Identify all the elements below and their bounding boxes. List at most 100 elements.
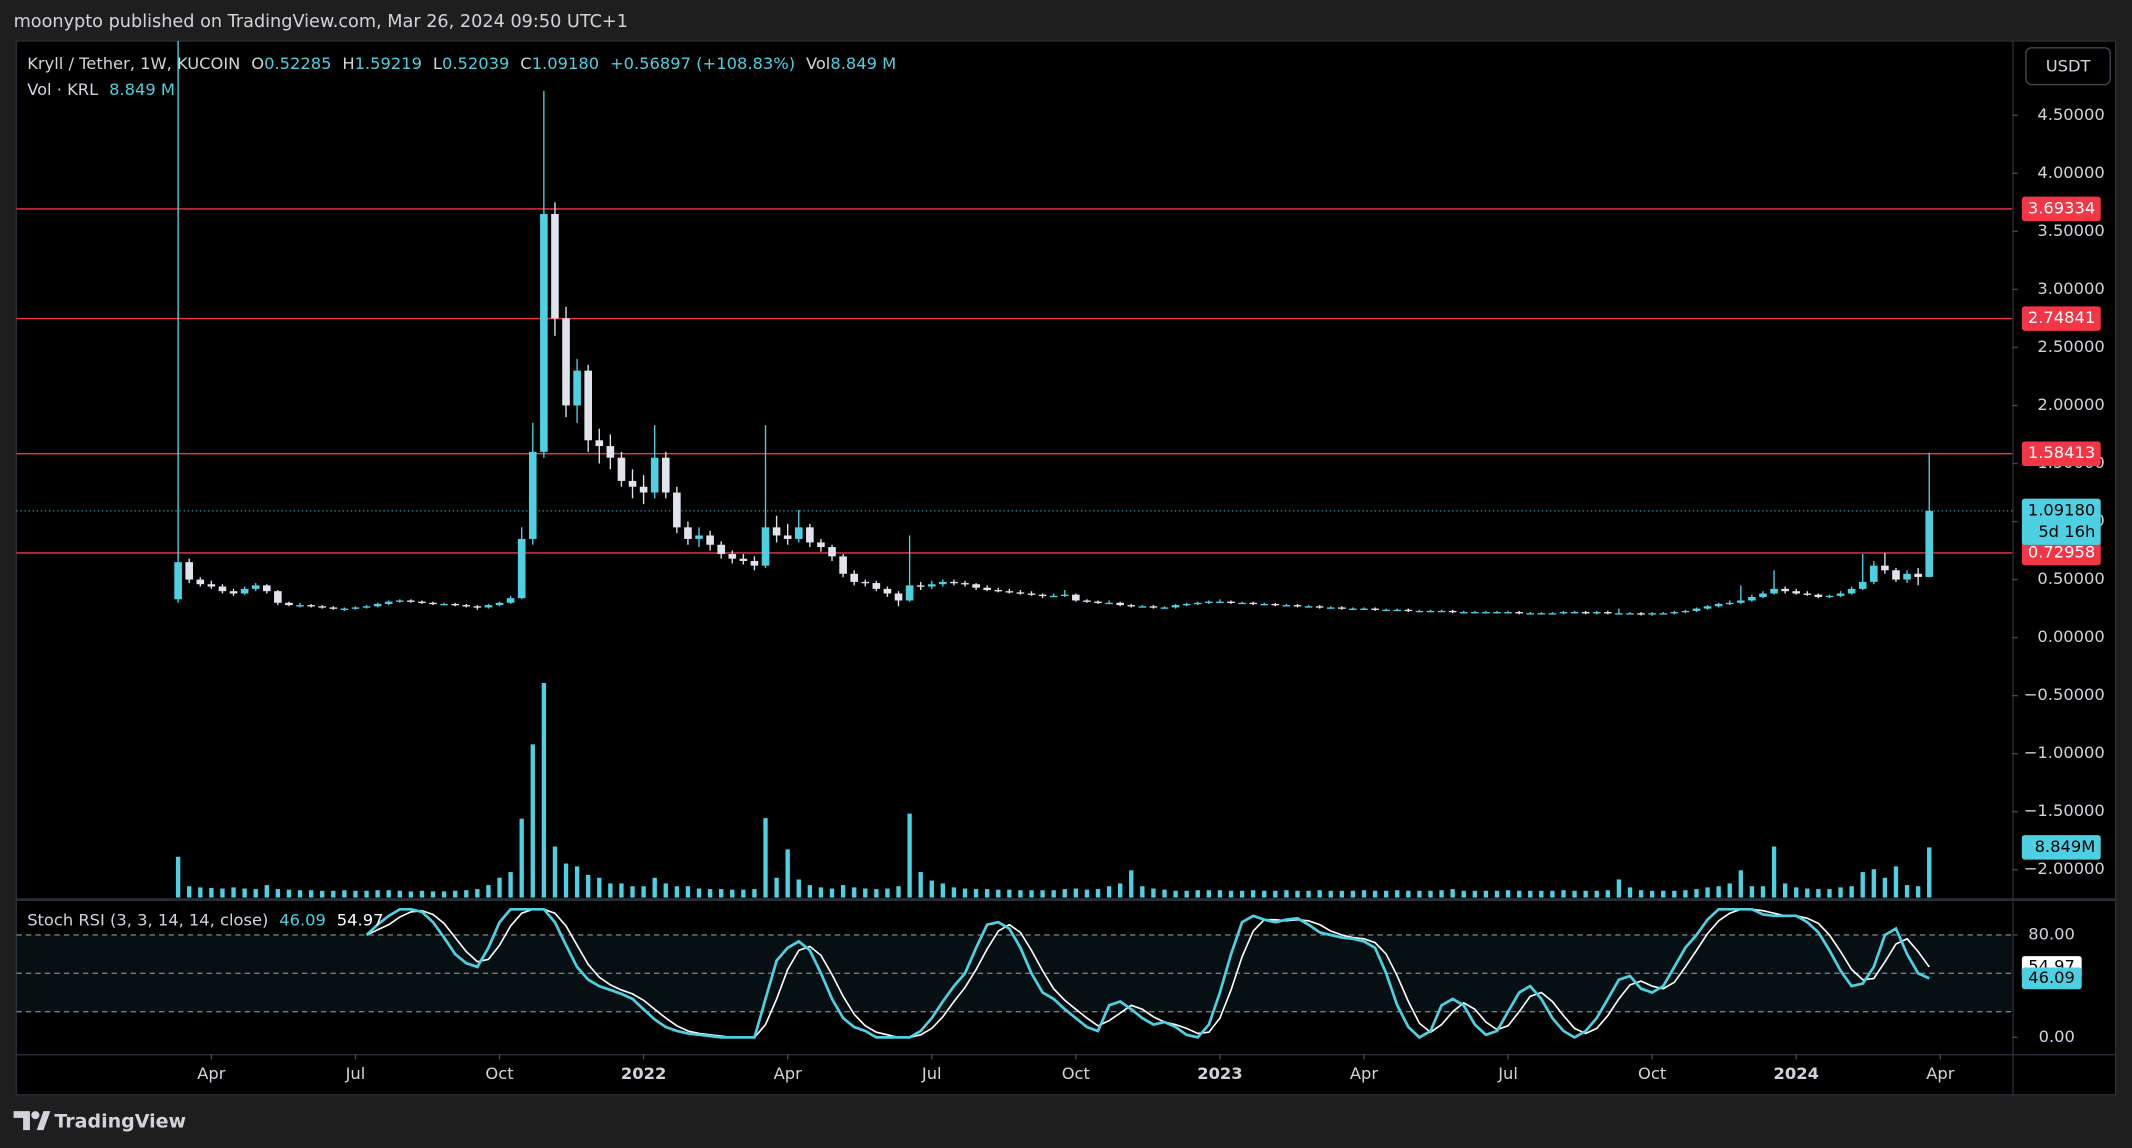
volume-bar bbox=[1849, 886, 1854, 898]
candle-body bbox=[1892, 570, 1900, 580]
x-tick-label: Apr bbox=[774, 1064, 802, 1083]
volume-bar bbox=[1195, 890, 1200, 898]
volume-bar bbox=[1250, 890, 1256, 898]
stoch-tick-label: 80.00 bbox=[2028, 924, 2075, 943]
candle-body bbox=[1360, 608, 1368, 610]
volume-bar bbox=[696, 888, 702, 898]
price-line-label: 2.74841 bbox=[2028, 308, 2095, 327]
candle-body bbox=[429, 602, 437, 605]
y-tick-label: −0.50000 bbox=[2024, 685, 2105, 704]
volume-bar bbox=[1361, 890, 1367, 898]
volume-bar bbox=[1184, 890, 1189, 898]
candle-body bbox=[1825, 595, 1834, 598]
volume-bar bbox=[1483, 890, 1489, 898]
volume-bar bbox=[1073, 888, 1079, 898]
volume-bar bbox=[730, 889, 735, 898]
candle-body bbox=[1626, 613, 1634, 615]
volume-bar bbox=[586, 874, 591, 898]
volume-bar bbox=[1705, 887, 1710, 898]
volume-bar bbox=[1649, 890, 1655, 898]
candle-body bbox=[1692, 608, 1701, 611]
candle-body bbox=[1049, 595, 1058, 598]
last-price-tag bbox=[2021, 498, 2101, 545]
candle-body bbox=[1282, 605, 1291, 607]
candle-body bbox=[828, 547, 836, 557]
legend-value: 0.52039 bbox=[442, 54, 509, 73]
candle-body bbox=[1005, 591, 1014, 593]
volume-bar bbox=[1162, 889, 1167, 898]
candle-body bbox=[174, 562, 182, 600]
candle-body bbox=[706, 535, 714, 545]
volume-bar bbox=[929, 880, 934, 898]
candle-body bbox=[351, 607, 360, 609]
legend-key: L bbox=[433, 54, 442, 73]
candle-body bbox=[1925, 510, 1934, 577]
candle-body bbox=[407, 600, 415, 602]
candle-body bbox=[750, 561, 759, 566]
candle-body bbox=[1338, 607, 1346, 609]
y-tick-label: 4.50000 bbox=[2037, 105, 2104, 124]
volume-bar bbox=[1350, 890, 1356, 898]
price-line-label: 3.69334 bbox=[2028, 198, 2095, 217]
candle-body bbox=[262, 585, 271, 592]
volume-bar bbox=[1927, 847, 1932, 898]
candle-body bbox=[1105, 602, 1113, 605]
volume-bar bbox=[951, 887, 957, 898]
candle-body bbox=[1404, 609, 1413, 612]
volume-bar bbox=[574, 866, 580, 898]
candle-body bbox=[307, 605, 315, 607]
candle-body bbox=[939, 581, 947, 585]
price-line-tag bbox=[2021, 441, 2101, 466]
candle-body bbox=[1770, 588, 1778, 594]
volume-bar bbox=[275, 889, 281, 898]
candle-body bbox=[950, 581, 958, 584]
volume-bar bbox=[741, 889, 746, 898]
candle-body bbox=[551, 213, 559, 319]
volume-bar bbox=[1550, 890, 1555, 898]
candle-body bbox=[1304, 606, 1313, 608]
volume-bar bbox=[331, 890, 336, 898]
x-tick-label: Oct bbox=[1638, 1064, 1666, 1083]
volume-bar bbox=[1106, 886, 1112, 898]
candle-body bbox=[1814, 594, 1823, 597]
currency-label[interactable]: USDT bbox=[2046, 56, 2091, 75]
volume-bar bbox=[852, 887, 857, 898]
stoch-band bbox=[16, 934, 2013, 1012]
volume-bar bbox=[530, 744, 535, 898]
candle-body bbox=[1836, 593, 1845, 596]
candle-body bbox=[1548, 613, 1557, 615]
stoch-tick-label: 0.00 bbox=[2039, 1027, 2075, 1046]
footer-brand: TradingView bbox=[54, 1110, 186, 1132]
volume-bar bbox=[1129, 870, 1134, 898]
volume-bar bbox=[1339, 890, 1345, 898]
overlay: 4.50000 4.00000 3.50000 3.00000 2.50000 2.000… bbox=[27, 54, 2105, 1083]
candle-body bbox=[1471, 612, 1479, 614]
volume-bar bbox=[707, 889, 713, 898]
volume-bar bbox=[807, 885, 813, 898]
candle-body bbox=[584, 370, 593, 441]
volume-bar bbox=[286, 889, 292, 898]
volume-bar bbox=[320, 890, 325, 898]
volume-bar bbox=[453, 890, 458, 898]
currency-button[interactable] bbox=[2025, 47, 2111, 86]
candle-body bbox=[1326, 607, 1335, 609]
candle-body bbox=[240, 588, 249, 594]
volume-bar bbox=[896, 886, 901, 898]
volume-bar bbox=[818, 887, 824, 898]
candle-body bbox=[1714, 603, 1723, 607]
volume-bar bbox=[1760, 886, 1766, 898]
volume-bar bbox=[1007, 889, 1012, 898]
candle-body bbox=[1094, 601, 1102, 603]
volume-bar bbox=[918, 872, 923, 898]
candle-body bbox=[1315, 606, 1324, 608]
volume-bar bbox=[1638, 890, 1644, 898]
candle-body bbox=[839, 556, 847, 574]
volume-bar bbox=[1295, 890, 1300, 898]
volume-bar bbox=[619, 883, 624, 898]
volume-bar bbox=[1738, 870, 1743, 898]
x-tick-label: Apr bbox=[1926, 1064, 1954, 1083]
price-pane bbox=[16, 40, 2013, 898]
candle-body bbox=[1060, 594, 1069, 597]
candle-body bbox=[1781, 588, 1789, 592]
volume-bar bbox=[1505, 890, 1511, 898]
